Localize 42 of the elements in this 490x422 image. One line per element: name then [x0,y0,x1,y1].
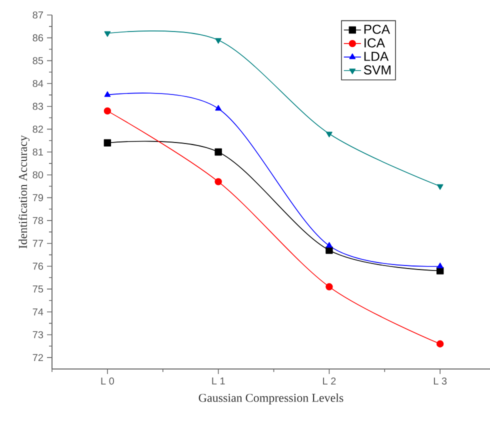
y-tick-label: 77 [32,240,43,247]
y-tick-label: 87 [32,11,43,19]
point [326,242,332,248]
y-tick-label: 81 [32,148,43,156]
y-tick-label: 84 [32,80,44,88]
y-tick-label: 80 [32,171,44,178]
y-tick-label: 75 [32,286,44,293]
point [215,105,222,111]
legend-label: SVM [364,65,390,75]
y-tick-label: 86 [32,34,44,42]
y-tick-label: 85 [32,57,44,64]
point [215,38,222,44]
point [214,178,222,186]
y-tick-label: 76 [32,262,44,270]
legend-label: LDA [364,52,389,61]
y-axis-title: Identification Accuracy [18,135,30,248]
y-tick-label: 74 [32,308,44,316]
point [214,148,222,156]
point [104,91,111,97]
x-tick-label: L 3 [434,378,447,385]
y-tick-label: 73 [32,331,44,338]
legend-label: ICA [364,38,385,48]
point [326,132,332,138]
point [104,139,112,146]
x-tick-label: L 1 [212,378,225,384]
point [326,283,333,290]
x-tick-label: L 2 [323,378,336,384]
x-axis-title: Gaussian Compression Levels [198,393,344,404]
y-tick-label: 72 [32,354,43,362]
point [436,340,444,348]
point [436,184,444,190]
point [436,262,444,268]
legend-label: PCA [364,24,390,34]
point [104,31,111,37]
point [104,107,112,115]
y-tick-label: 79 [32,194,44,202]
y-tick-label: 78 [32,217,44,224]
y-tick-label: 82 [32,126,43,133]
x-tick-label: L 0 [101,378,114,385]
point [436,267,444,274]
point [326,246,333,254]
y-tick-label: 83 [32,102,44,110]
